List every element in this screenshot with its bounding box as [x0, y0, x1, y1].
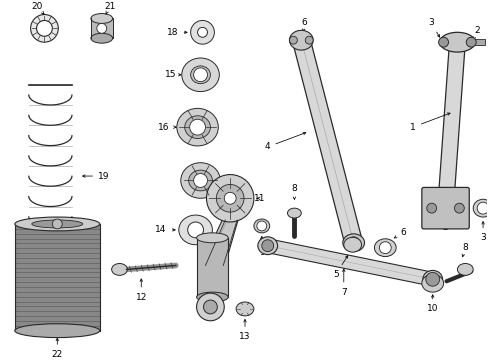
Ellipse shape [254, 219, 270, 233]
Ellipse shape [423, 270, 442, 288]
Text: 18: 18 [167, 28, 187, 37]
Bar [15, 224, 100, 330]
Ellipse shape [32, 220, 83, 228]
Ellipse shape [179, 215, 212, 245]
Ellipse shape [457, 264, 473, 275]
Circle shape [426, 273, 440, 286]
Ellipse shape [258, 237, 278, 255]
Bar [91, 18, 113, 38]
Ellipse shape [182, 58, 220, 91]
Circle shape [37, 21, 52, 36]
Polygon shape [293, 38, 362, 245]
Circle shape [477, 202, 489, 214]
Ellipse shape [15, 217, 100, 231]
Text: 16: 16 [158, 123, 176, 132]
Text: 5: 5 [333, 256, 348, 279]
Text: 20: 20 [31, 2, 44, 14]
Ellipse shape [343, 234, 365, 252]
Text: 4: 4 [265, 132, 306, 152]
Text: 17: 17 [221, 176, 238, 185]
Ellipse shape [191, 66, 210, 84]
Circle shape [439, 37, 448, 47]
Ellipse shape [15, 324, 100, 338]
Ellipse shape [440, 32, 475, 52]
Text: 7: 7 [341, 269, 346, 297]
Polygon shape [200, 220, 238, 267]
Circle shape [290, 36, 297, 44]
Ellipse shape [344, 237, 362, 252]
Ellipse shape [196, 233, 228, 243]
Text: 19: 19 [83, 172, 109, 181]
Text: 1: 1 [410, 113, 450, 132]
Circle shape [194, 174, 207, 188]
Circle shape [97, 23, 107, 33]
Circle shape [194, 68, 207, 82]
Ellipse shape [196, 292, 228, 302]
Text: 13: 13 [239, 319, 251, 341]
Circle shape [454, 203, 465, 213]
Circle shape [257, 221, 267, 231]
Text: 8: 8 [292, 184, 297, 199]
Circle shape [30, 14, 58, 42]
Ellipse shape [112, 264, 127, 275]
Text: 10: 10 [427, 295, 439, 314]
Circle shape [379, 242, 391, 253]
Text: 21: 21 [104, 2, 115, 14]
Circle shape [427, 203, 437, 213]
Circle shape [197, 27, 207, 37]
Circle shape [206, 175, 254, 222]
Circle shape [348, 237, 360, 249]
Ellipse shape [91, 33, 113, 43]
Text: 15: 15 [165, 70, 181, 79]
Text: 12: 12 [136, 279, 147, 302]
FancyBboxPatch shape [422, 188, 469, 229]
Circle shape [262, 240, 273, 252]
Ellipse shape [288, 208, 301, 218]
Circle shape [466, 37, 476, 47]
Circle shape [190, 119, 205, 135]
Circle shape [196, 293, 224, 321]
Polygon shape [438, 42, 465, 209]
Ellipse shape [236, 302, 254, 316]
Text: 6: 6 [394, 228, 406, 238]
Ellipse shape [422, 274, 443, 292]
Bar [196, 238, 228, 297]
Circle shape [191, 21, 214, 44]
Text: 22: 22 [51, 338, 63, 359]
Circle shape [217, 184, 244, 212]
Ellipse shape [91, 14, 113, 23]
Circle shape [52, 219, 62, 229]
Circle shape [203, 300, 218, 314]
Text: 2: 2 [443, 224, 448, 233]
Ellipse shape [189, 170, 212, 191]
Text: 6: 6 [301, 18, 307, 31]
Text: 2: 2 [473, 26, 480, 40]
Text: 11: 11 [254, 194, 266, 203]
Ellipse shape [177, 108, 219, 146]
Text: 9: 9 [259, 237, 265, 257]
Circle shape [224, 192, 236, 204]
Bar [471, 39, 485, 45]
Circle shape [188, 222, 203, 238]
Ellipse shape [181, 163, 220, 198]
Polygon shape [267, 239, 434, 286]
Ellipse shape [290, 30, 313, 50]
Ellipse shape [473, 199, 490, 217]
Circle shape [305, 36, 313, 44]
Ellipse shape [185, 116, 210, 139]
Text: 8: 8 [462, 243, 468, 257]
Text: 3: 3 [480, 222, 486, 242]
Text: 14: 14 [155, 225, 175, 234]
Text: 3: 3 [428, 18, 440, 37]
Ellipse shape [374, 239, 396, 257]
